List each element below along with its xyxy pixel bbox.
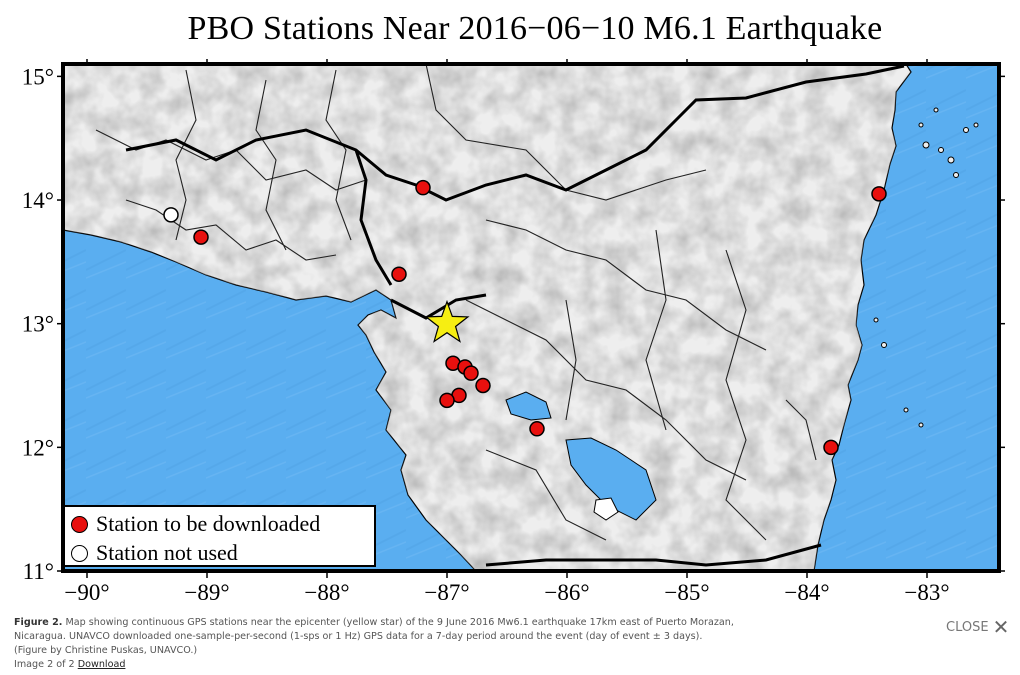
station-downloaded <box>475 377 491 394</box>
x-tick-label: −87° <box>424 580 469 605</box>
y-tick-label: 15° <box>22 64 54 89</box>
caption-text: Map showing continuous GPS stations near… <box>14 617 734 656</box>
epicenter-marker <box>424 299 470 343</box>
legend-label-downloaded: Station to be downloaded <box>96 511 321 536</box>
close-label: CLOSE <box>946 619 989 635</box>
station-downloaded <box>823 439 839 456</box>
station-markers <box>163 179 887 456</box>
lakes <box>505 391 657 521</box>
white-station-icon <box>71 544 88 562</box>
image-counter: Image 2 of 2 <box>14 659 75 670</box>
star-icon <box>424 299 470 343</box>
red-station-icon <box>71 515 88 533</box>
x-tick-label: −88° <box>304 580 349 605</box>
legend-label-not-used: Station not used <box>96 540 238 565</box>
x-tick-label: −86° <box>544 580 589 605</box>
download-link[interactable]: Download <box>77 659 126 670</box>
close-button[interactable]: CLOSE ✕ <box>946 615 1010 639</box>
x-axis: −90° −89° −88° −87° −86° −85° −84° −83° <box>64 59 950 605</box>
terrain-relief <box>63 64 911 571</box>
station-downloaded <box>529 421 545 437</box>
y-tick-label: 14° <box>22 188 54 213</box>
station-downloaded <box>871 186 887 202</box>
y-tick-label: 13° <box>22 312 54 337</box>
station-downloaded <box>391 266 407 282</box>
map-frame <box>61 62 1001 573</box>
map-figure: PBO Stations Near 2016−06−10 M6.1 Earthq… <box>6 0 1014 610</box>
x-tick-label: −83° <box>904 580 949 605</box>
x-tick-label: −85° <box>664 580 709 605</box>
caribbean-cays <box>873 107 979 428</box>
legend-item-downloaded: Station to be downloaded <box>71 510 320 538</box>
station-not-used <box>163 207 179 223</box>
y-tick-label: 12° <box>22 435 54 460</box>
y-tick-label: 11° <box>23 559 54 584</box>
y-axis: 15° 14° 13° 12° 11° <box>22 64 1005 584</box>
close-icon: ✕ <box>992 615 1010 639</box>
station-downloaded <box>463 365 479 381</box>
station-downloaded <box>439 392 455 409</box>
station-downloaded <box>415 179 431 196</box>
map-canvas: −90° −89° −88° −87° −86° −85° −84° −83° 15°14°1… <box>22 59 1005 605</box>
country-borders <box>125 64 905 567</box>
legend-item-not-used: Station not used <box>71 539 238 567</box>
map-legend: Station to be downloaded Station not use… <box>63 505 376 567</box>
x-tick-label: −90° <box>64 580 109 605</box>
map-title: PBO Stations Near 2016−06−10 M6.1 Earthq… <box>187 10 883 47</box>
x-tick-label: −89° <box>184 580 229 605</box>
station-downloaded <box>193 229 209 245</box>
figure-label: Figure 2. <box>14 617 63 628</box>
figure-caption: Figure 2. Map showing continuous GPS sta… <box>14 616 734 672</box>
x-tick-label: −84° <box>784 580 829 605</box>
